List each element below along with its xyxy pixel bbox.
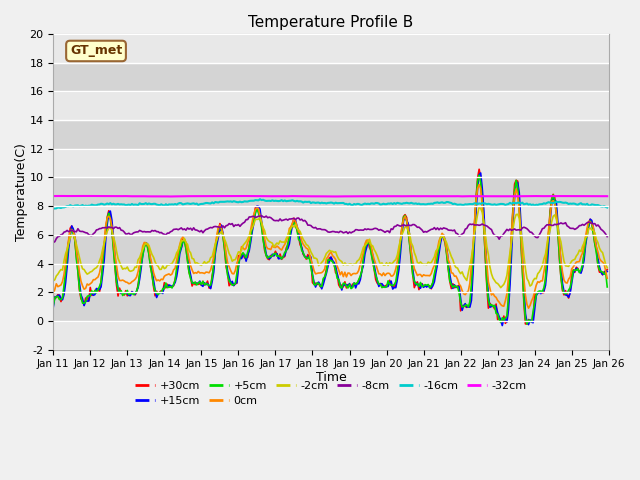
Legend: +30cm, +15cm, +5cm, 0cm, -2cm, -8cm, -16cm, -32cm: +30cm, +15cm, +5cm, 0cm, -2cm, -8cm, -16…: [131, 376, 531, 410]
Bar: [53, 149, 609, 178]
Bar: [53, 34, 609, 63]
Bar: [53, 178, 609, 206]
Text: GT_met: GT_met: [70, 45, 122, 58]
Title: Temperature Profile B: Temperature Profile B: [248, 15, 413, 30]
Bar: [53, 120, 609, 149]
Y-axis label: Temperature(C): Temperature(C): [15, 143, 28, 241]
Bar: [53, 235, 609, 264]
Bar: [53, 264, 609, 292]
Bar: [53, 206, 609, 235]
Bar: [53, 321, 609, 350]
Bar: [53, 91, 609, 120]
X-axis label: Time: Time: [316, 371, 346, 384]
Bar: [53, 292, 609, 321]
Bar: [53, 63, 609, 91]
